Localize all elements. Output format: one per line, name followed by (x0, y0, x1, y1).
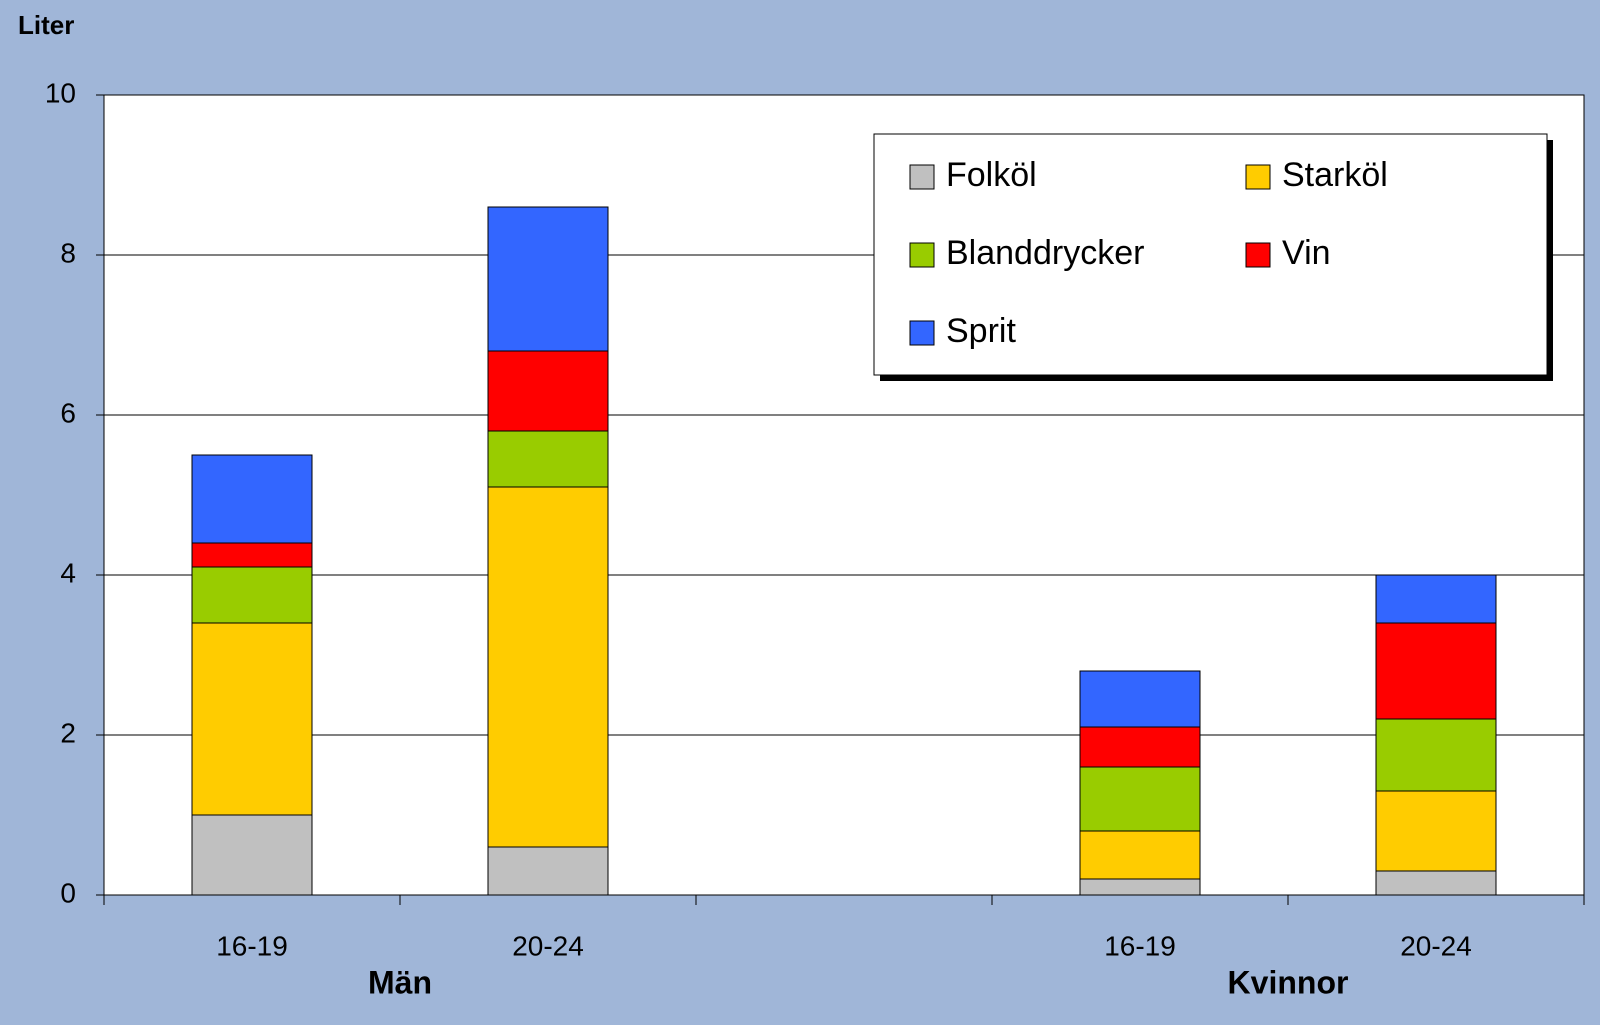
bar-segment (1375, 870, 1497, 896)
legend-label: Starköl (1282, 156, 1388, 194)
bar-segment (487, 846, 609, 896)
legend-label: Blanddrycker (946, 234, 1144, 272)
bar-segment (1079, 670, 1201, 728)
y-tick-label: 0 (60, 877, 76, 908)
legend-label: Vin (1282, 234, 1331, 272)
group-label: Män (368, 964, 432, 1000)
bar-segment (1079, 726, 1201, 768)
legend-swatch (1245, 164, 1271, 190)
x-tick-label: 16-19 (1104, 930, 1176, 961)
legend-swatch (1245, 242, 1271, 268)
legend-swatch (909, 242, 935, 268)
bar-segment (191, 542, 313, 568)
x-tick-label: 20-24 (512, 930, 584, 961)
bar-segment (191, 566, 313, 624)
bar-segment (487, 486, 609, 848)
x-tick-label: 16-19 (216, 930, 288, 961)
y-tick-label: 10 (45, 77, 76, 108)
bar-segment (1079, 766, 1201, 832)
bar-segment (1375, 718, 1497, 792)
legend (873, 133, 1548, 376)
bar-segment (1375, 574, 1497, 624)
y-tick-label: 2 (60, 717, 76, 748)
legend-label: Sprit (946, 312, 1016, 350)
bar-segment (191, 622, 313, 816)
bar-segment (1375, 622, 1497, 720)
bar-segment (191, 454, 313, 544)
y-axis-label: Liter (18, 10, 74, 40)
bar-segment (191, 814, 313, 896)
bar-segment (487, 430, 609, 488)
legend-swatch (909, 164, 935, 190)
x-tick-label: 20-24 (1400, 930, 1472, 961)
bar-segment (487, 206, 609, 352)
bar-segment (1079, 878, 1201, 896)
legend-label: Folköl (946, 156, 1037, 194)
y-tick-label: 6 (60, 397, 76, 428)
y-tick-label: 4 (60, 557, 76, 588)
legend-swatch (909, 320, 935, 346)
bar-segment (1375, 790, 1497, 872)
bar-segment (487, 350, 609, 432)
group-label: Kvinnor (1228, 964, 1349, 1000)
bar-segment (1079, 830, 1201, 880)
y-tick-label: 8 (60, 237, 76, 268)
